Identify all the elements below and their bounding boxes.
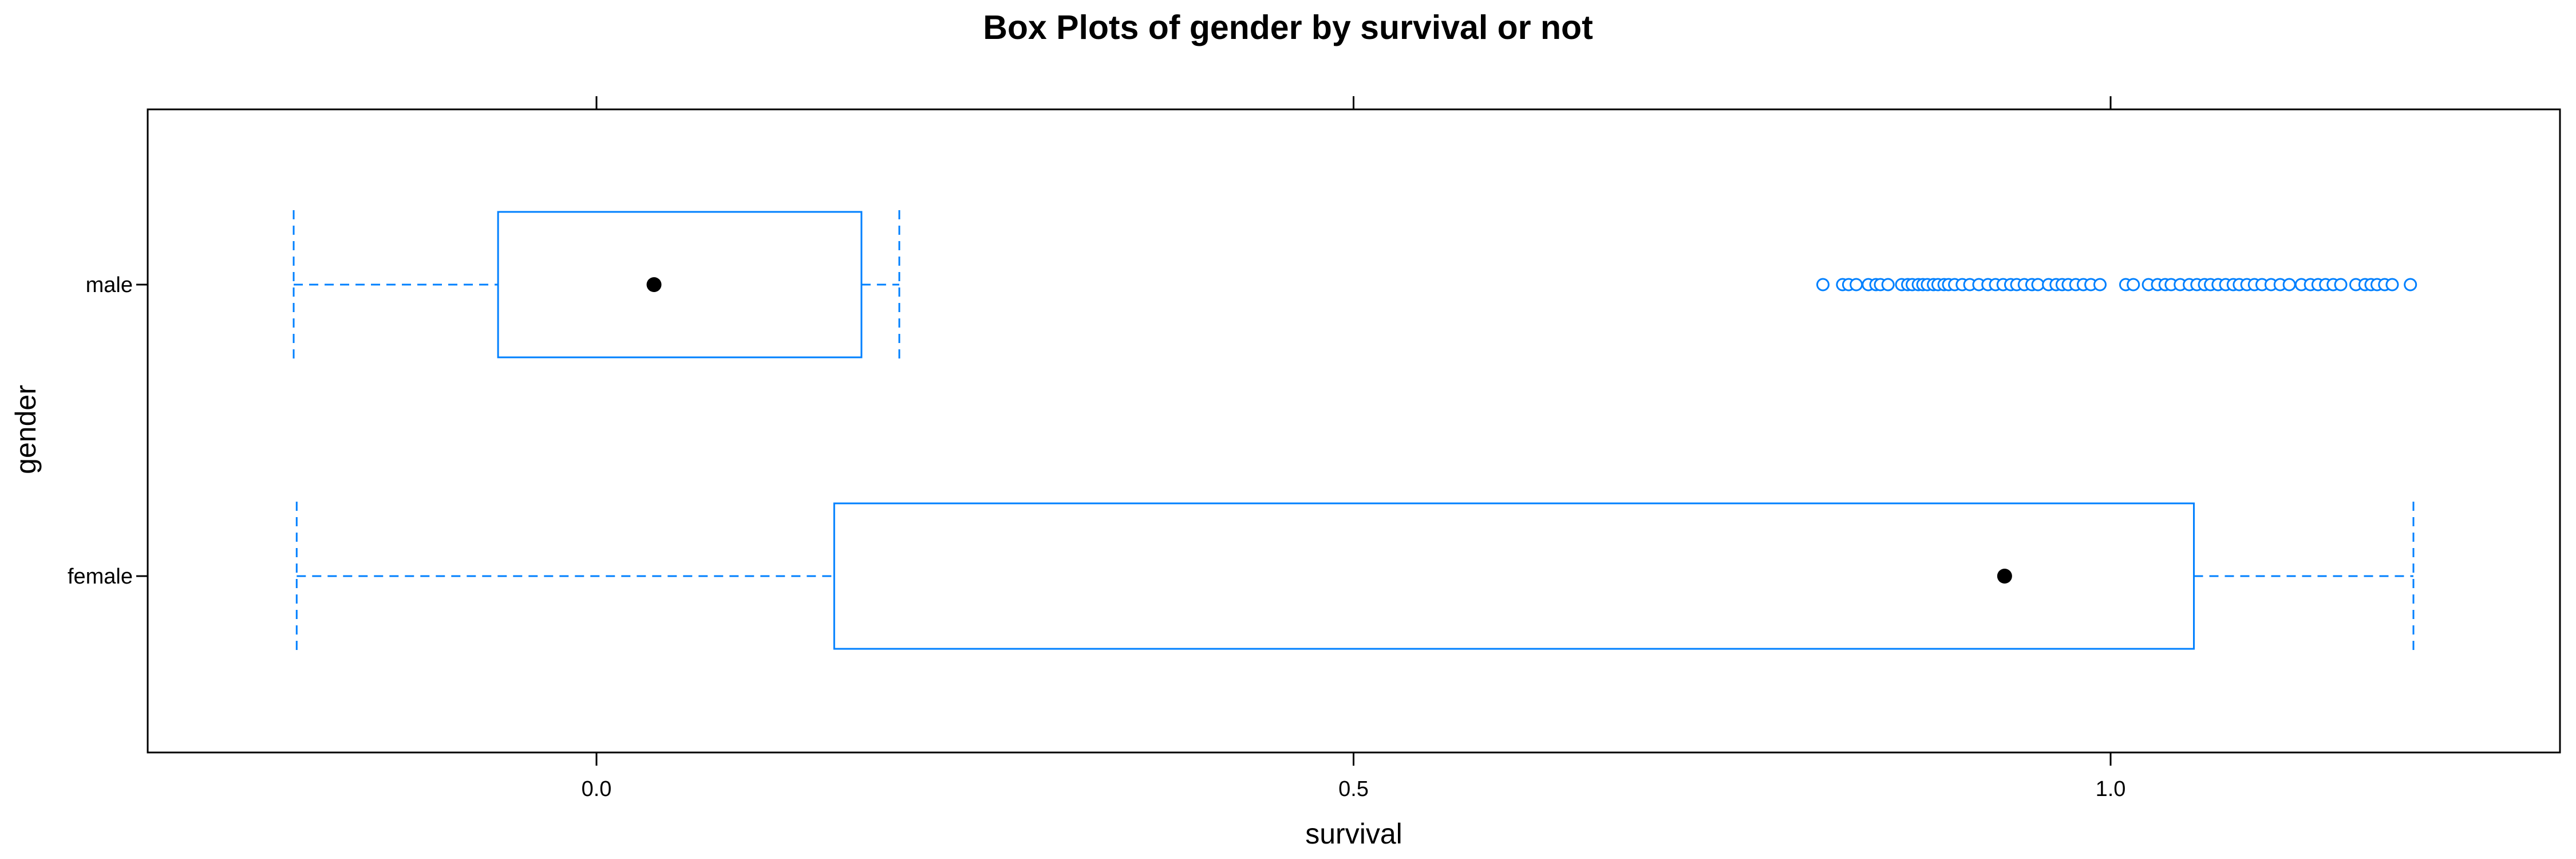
outlier-point bbox=[2385, 278, 2399, 291]
x-axis-ticks: 0.0 0.5 1.0 bbox=[582, 96, 2126, 801]
x-axis-label: survival bbox=[1305, 818, 1402, 850]
outlier-point bbox=[1850, 278, 1863, 291]
x-tick-label: 0.0 bbox=[582, 777, 612, 801]
median-dot bbox=[646, 277, 662, 292]
median-dot bbox=[1997, 569, 2012, 584]
x-tick-label: 0.5 bbox=[1338, 777, 1369, 801]
box-male bbox=[293, 210, 2417, 359]
box-rect bbox=[497, 211, 863, 358]
plot-border bbox=[147, 108, 2561, 754]
outlier-point bbox=[2031, 278, 2045, 291]
box-female bbox=[295, 502, 2415, 651]
chart-title: Box Plots of gender by survival or not bbox=[983, 9, 1593, 46]
outlier-point bbox=[2127, 278, 2140, 291]
box-series bbox=[293, 210, 2417, 651]
y-tick-label-male: male bbox=[86, 273, 133, 297]
outlier-point bbox=[2093, 278, 2107, 291]
x-tick-label: 1.0 bbox=[2096, 777, 2126, 801]
outlier-point bbox=[2334, 278, 2348, 291]
plot-frame bbox=[147, 108, 2561, 754]
y-tick-label-female: female bbox=[68, 565, 133, 589]
outlier-point bbox=[1881, 278, 1895, 291]
y-axis-tick-labels: male female bbox=[68, 273, 148, 589]
outlier-point bbox=[2282, 278, 2296, 291]
box-rect bbox=[833, 502, 2195, 650]
outlier-point bbox=[2404, 278, 2417, 291]
y-axis-label: gender bbox=[10, 385, 42, 474]
outlier-point bbox=[1816, 278, 1830, 291]
